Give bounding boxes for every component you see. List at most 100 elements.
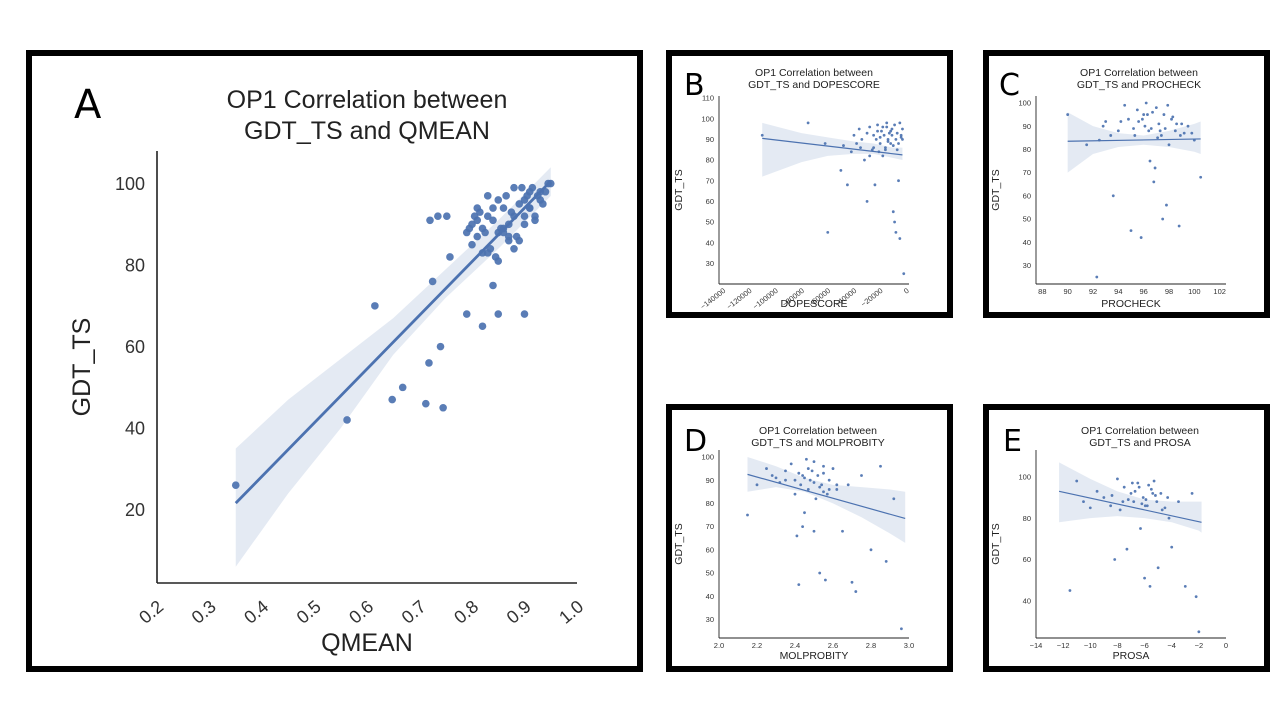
data-point	[1199, 175, 1203, 179]
data-point	[1160, 508, 1164, 512]
data-point	[1144, 101, 1148, 105]
data-point	[1166, 496, 1170, 499]
data-point	[879, 464, 882, 468]
data-point	[822, 464, 825, 468]
data-point	[852, 133, 856, 137]
y-tick-label: 80	[1023, 145, 1031, 154]
data-point	[899, 135, 903, 139]
data-point	[1166, 103, 1170, 107]
x-tick-label: 96	[1139, 287, 1147, 296]
data-point	[873, 183, 877, 187]
data-point	[880, 129, 883, 133]
data-point	[891, 210, 895, 214]
data-point	[872, 133, 876, 137]
data-point	[893, 220, 896, 224]
data-point	[515, 236, 524, 245]
x-tick-label: −14	[1030, 641, 1043, 650]
y-tick-label: 100	[1018, 99, 1031, 108]
data-point	[899, 133, 903, 137]
data-point	[494, 257, 503, 265]
data-point	[1149, 127, 1153, 130]
data-point	[468, 240, 476, 249]
data-point	[900, 627, 903, 631]
data-point	[846, 483, 850, 487]
data-point	[1119, 120, 1123, 123]
data-point	[426, 216, 434, 225]
data-point	[468, 220, 476, 229]
y-tick-label: 60	[706, 545, 714, 554]
data-point	[439, 403, 447, 412]
y-tick-label: 40	[1023, 596, 1031, 605]
y-tick-label: 40	[1023, 238, 1031, 247]
data-point	[520, 196, 529, 204]
data-point	[1137, 485, 1141, 489]
data-point	[1156, 136, 1159, 140]
data-point	[536, 196, 545, 204]
data-point	[494, 196, 503, 204]
data-point	[865, 131, 869, 135]
y-tick-label: 70	[706, 522, 714, 531]
chart-d: OP1 Correlation between GDT_TS and MOLPRO…	[673, 425, 914, 662]
data-point	[1088, 506, 1092, 510]
data-point	[1170, 545, 1174, 549]
y-tick-label: 20	[125, 500, 145, 520]
y-tick-label: 100	[1018, 472, 1031, 481]
data-point	[1153, 166, 1157, 170]
data-point	[770, 474, 774, 477]
x-axis-label: QMEAN	[321, 629, 413, 657]
chart-title-line: GDT_TS and PROCHECK	[1077, 79, 1201, 91]
y-tick-label: 50	[1023, 215, 1031, 224]
data-point	[806, 121, 810, 125]
data-point	[1163, 127, 1167, 130]
x-tick-label: 0.5	[293, 596, 325, 627]
x-tick-label: −100000	[751, 286, 780, 311]
data-point	[890, 133, 894, 137]
y-tick-label: 50	[706, 569, 714, 578]
data-point	[510, 245, 518, 253]
y-tick-label: 110	[702, 94, 714, 103]
data-point	[1167, 516, 1171, 520]
data-point	[1156, 566, 1160, 570]
data-point	[1142, 113, 1146, 116]
x-tick-label: 0	[902, 286, 911, 296]
y-tick-label: 80	[1023, 514, 1031, 523]
data-point	[1162, 113, 1166, 116]
data-point	[894, 230, 898, 234]
data-point	[849, 150, 853, 154]
data-point	[1082, 500, 1085, 504]
data-point	[1149, 487, 1153, 491]
data-point	[1132, 500, 1136, 504]
data-point	[1126, 498, 1130, 501]
data-point	[850, 580, 854, 584]
data-point	[1148, 159, 1152, 163]
x-axis-label: PROCHECK	[1101, 298, 1161, 310]
data-point	[860, 137, 864, 141]
x-tick-label: −140000	[699, 286, 728, 311]
data-point	[885, 125, 889, 129]
data-point	[870, 148, 874, 152]
data-point	[897, 179, 900, 183]
data-point	[1144, 498, 1148, 501]
data-point	[1130, 481, 1134, 485]
data-point	[878, 142, 882, 145]
data-point	[865, 199, 869, 203]
data-point	[892, 497, 896, 501]
data-point	[789, 462, 793, 466]
data-point	[894, 137, 898, 141]
data-point	[810, 469, 814, 473]
data-point	[895, 131, 899, 135]
x-axis-label: PROSA	[1113, 650, 1150, 662]
chart-title-line: OP1 Correlation between	[227, 86, 508, 114]
confidence-band	[747, 456, 906, 543]
data-point	[1147, 129, 1151, 133]
y-tick-label: 100	[115, 174, 145, 194]
regression-line	[747, 473, 906, 520]
data-point	[891, 144, 895, 147]
x-tick-label: −20000	[859, 286, 884, 309]
data-point	[520, 220, 529, 229]
data-point	[231, 481, 240, 489]
data-point	[890, 127, 894, 131]
data-point	[803, 476, 806, 480]
data-point	[422, 399, 430, 408]
data-point	[1123, 103, 1127, 107]
